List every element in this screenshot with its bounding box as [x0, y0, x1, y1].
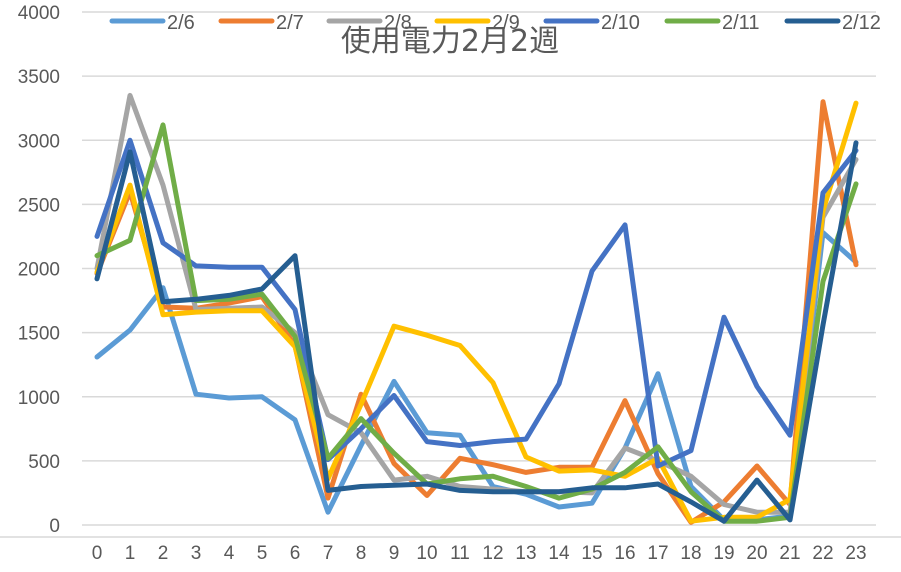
x-tick-label: 16	[614, 543, 635, 564]
x-tick-label: 19	[713, 543, 734, 564]
x-tick-label: 9	[389, 543, 400, 564]
legend-label: 2/10	[601, 12, 640, 34]
legend-item: 2/11	[664, 12, 759, 34]
x-tick-label: 1	[125, 543, 136, 564]
y-tick-label: 3000	[18, 131, 60, 152]
legend-item: 2/7	[218, 12, 304, 34]
x-tick-label: 3	[191, 543, 202, 564]
y-tick-label: 2500	[18, 195, 60, 216]
x-tick-label: 11	[450, 543, 470, 564]
x-tick-label: 15	[581, 543, 602, 564]
legend-label: 2/7	[276, 12, 304, 34]
y-tick-label: 4000	[18, 3, 60, 24]
x-tick-label: 6	[290, 543, 301, 564]
legend-label: 2/12	[842, 12, 881, 34]
x-tick-label: 12	[482, 543, 503, 564]
x-tick-label: 5	[257, 543, 268, 564]
legend-item: 2/12	[784, 12, 881, 34]
x-tick-label: 14	[548, 543, 570, 564]
legend-item: 2/8	[326, 12, 412, 34]
x-tick-label: 10	[416, 543, 437, 564]
x-axis: 0 1 2 3 4 5 6 7 8 9 10 11 12 13 14 15 16 17 18 19 20 21 22 23	[92, 543, 867, 564]
y-tick-label: 2000	[18, 260, 60, 281]
y-tick-label: 500	[28, 452, 60, 473]
legend-item: 2/10	[543, 12, 640, 34]
legend-label: 2/6	[167, 12, 195, 34]
legend-label: 2/11	[722, 12, 759, 34]
x-tick-label: 22	[812, 543, 833, 564]
x-tick-label: 13	[515, 543, 536, 564]
x-tick-label: 23	[845, 543, 866, 564]
series-line-2-12	[94, 140, 859, 524]
x-tick-label: 7	[323, 543, 334, 564]
x-tick-label: 18	[680, 543, 701, 564]
legend-item: 2/6	[109, 12, 195, 34]
series-line-2-7	[94, 99, 859, 525]
x-tick-label: 0	[92, 543, 103, 564]
legend-label: 2/8	[384, 12, 412, 34]
y-tick-label: 1000	[18, 388, 60, 409]
chart-title: 使用電力2月2週	[341, 24, 559, 59]
legend: 2/6 2/7 2/8 2/9 2/10 2/11 2/12	[109, 12, 881, 34]
x-tick-label: 17	[647, 543, 668, 564]
series-line-2-10	[94, 137, 859, 469]
x-tick-label: 4	[224, 543, 235, 564]
gridlines	[0, 11, 901, 538]
x-tick-label: 20	[746, 543, 767, 564]
y-tick-label: 3500	[18, 67, 60, 88]
legend-item: 2/9	[434, 12, 520, 34]
x-tick-label: 21	[779, 543, 800, 564]
series-line-2-11	[94, 122, 859, 524]
x-tick-label: 2	[158, 543, 169, 564]
y-axis: 0 500 1000 1500 2000 2500 3000 3500 4000	[18, 3, 60, 537]
series-lines	[94, 92, 859, 525]
legend-label: 2/9	[492, 12, 520, 34]
y-tick-label: 1500	[18, 324, 60, 345]
series-line-2-8	[94, 92, 859, 515]
y-tick-label: 0	[49, 516, 60, 537]
x-tick-label: 8	[356, 543, 367, 564]
